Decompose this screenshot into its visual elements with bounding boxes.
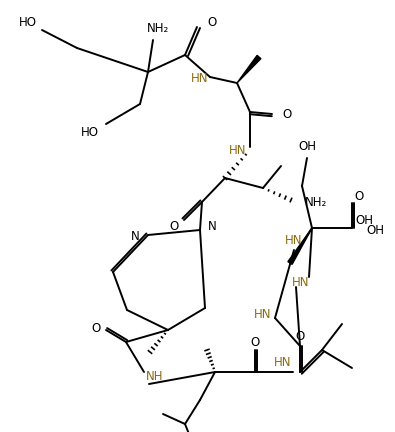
Text: O: O xyxy=(91,321,101,334)
Text: HN: HN xyxy=(228,143,246,156)
Text: HN: HN xyxy=(284,234,302,247)
Text: O: O xyxy=(295,330,305,343)
Text: HO: HO xyxy=(19,16,37,29)
Text: N: N xyxy=(131,231,140,244)
Text: HN: HN xyxy=(274,356,292,368)
Text: HN: HN xyxy=(292,276,310,289)
Text: HO: HO xyxy=(81,126,99,139)
Text: O: O xyxy=(282,108,291,121)
Text: OH: OH xyxy=(298,140,316,152)
Text: HN: HN xyxy=(190,72,208,85)
Text: NH₂: NH₂ xyxy=(305,196,327,209)
Polygon shape xyxy=(237,55,261,83)
Text: N: N xyxy=(208,219,217,232)
Text: O: O xyxy=(207,16,216,29)
Text: HN: HN xyxy=(254,308,271,321)
Text: OH: OH xyxy=(366,225,384,238)
Text: OH: OH xyxy=(355,213,373,226)
Text: O: O xyxy=(169,220,179,234)
Text: NH₂: NH₂ xyxy=(147,22,169,35)
Polygon shape xyxy=(288,228,312,264)
Text: NH: NH xyxy=(146,369,164,382)
Text: O: O xyxy=(354,190,363,203)
Text: O: O xyxy=(250,336,260,349)
